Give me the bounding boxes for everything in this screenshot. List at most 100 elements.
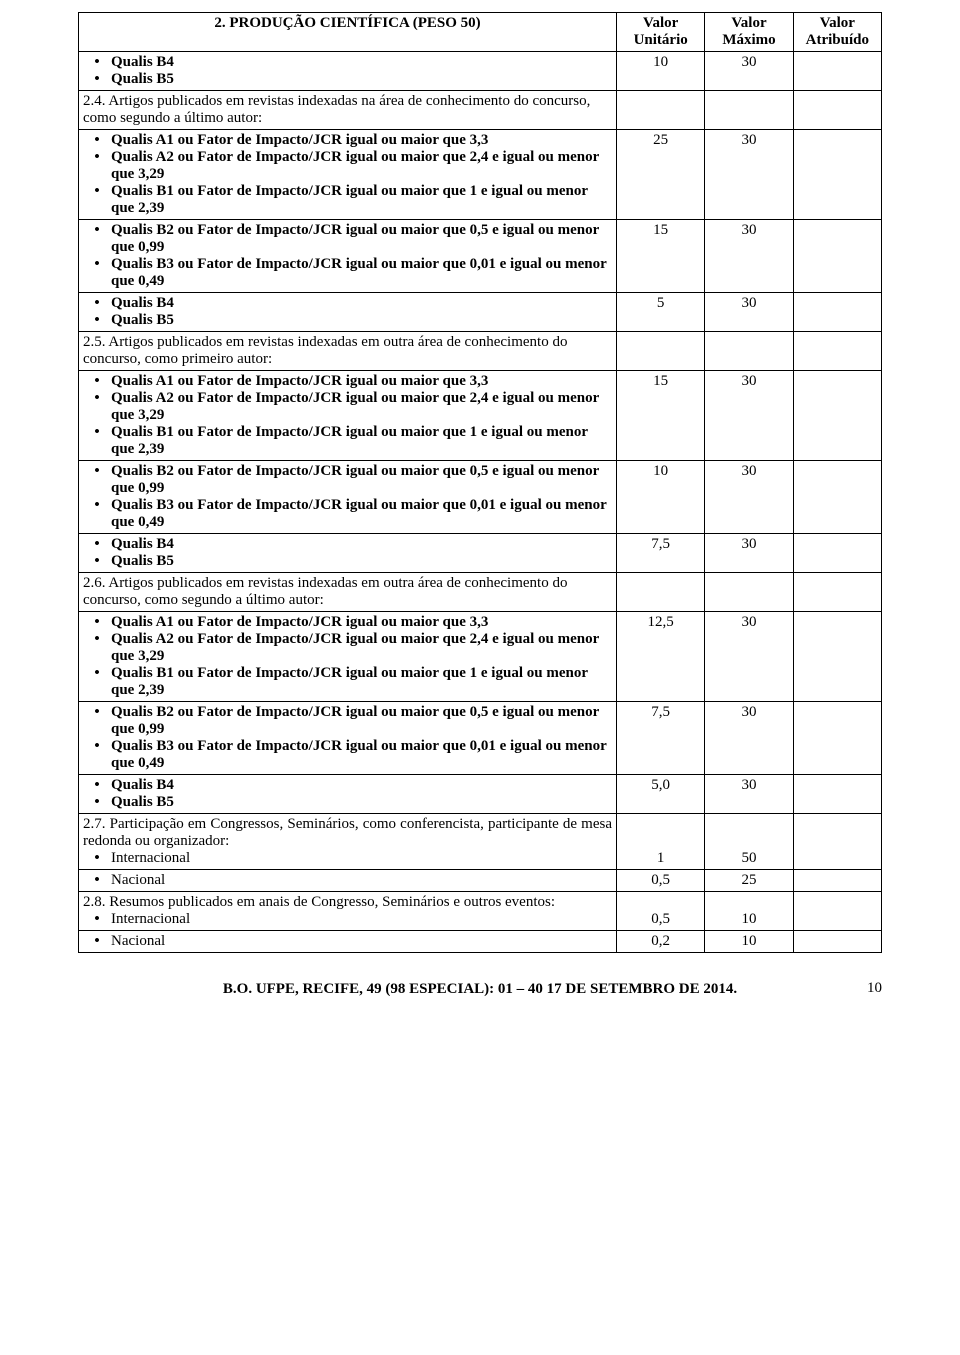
cell-val-atribuido: [793, 371, 881, 461]
table-row: •Qualis B2 ou Fator de Impacto/JCR igual…: [79, 220, 882, 293]
cell-val-atribuido: [793, 775, 881, 814]
cell-val-atribuido: [793, 220, 881, 293]
bullet-item: Qualis A2 ou Fator de Impacto/JCR igual …: [111, 390, 612, 424]
table-row: •Qualis B4 •Qualis B5 5 30: [79, 293, 882, 332]
bullet-b5: Qualis B5: [111, 553, 612, 570]
cell-text: •Qualis A1 ou Fator de Impacto/JCR igual…: [79, 130, 617, 220]
cell-text: 2.8. Resumos publicados em anais de Cong…: [79, 892, 617, 931]
cell-val-maximo: 10: [705, 931, 793, 953]
table-row: 2.5. Artigos publicados em revistas inde…: [79, 332, 882, 371]
table-row: 2.7. Participação em Congressos, Seminár…: [79, 814, 882, 870]
header-atribuido: ValorAtribuído: [793, 13, 881, 52]
bullet-item: Qualis B2 ou Fator de Impacto/JCR igual …: [111, 704, 612, 738]
cell-val-unitario: 15: [617, 220, 705, 293]
bullet-item: Qualis A2 ou Fator de Impacto/JCR igual …: [111, 631, 612, 665]
table-row: 2.4. Artigos publicados em revistas inde…: [79, 91, 882, 130]
bullet-b4: Qualis B4: [111, 295, 612, 312]
bullet-b5: Qualis B5: [111, 71, 612, 88]
cell-val-unitario: 10: [617, 461, 705, 534]
bullet-nac: Nacional: [111, 933, 612, 950]
bullet-item: Qualis B3 ou Fator de Impacto/JCR igual …: [111, 738, 612, 772]
table-row: 2.6. Artigos publicados em revistas inde…: [79, 573, 882, 612]
header-unitario: ValorUnitário: [617, 13, 705, 52]
cell-val-maximo: 30: [705, 130, 793, 220]
cell-val-maximo: 30: [705, 775, 793, 814]
table-row: •Qualis B2 ou Fator de Impacto/JCR igual…: [79, 702, 882, 775]
section-24-intro: 2.4. Artigos publicados em revistas inde…: [79, 91, 617, 130]
cell-val-maximo: 10: [705, 892, 793, 931]
cell-text: •Qualis B2 ou Fator de Impacto/JCR igual…: [79, 461, 617, 534]
bullet-item: Qualis A2 ou Fator de Impacto/JCR igual …: [111, 149, 612, 183]
bullet-item: Qualis B1 ou Fator de Impacto/JCR igual …: [111, 183, 612, 217]
cell-val-maximo: 30: [705, 461, 793, 534]
table-row: •Qualis A1 ou Fator de Impacto/JCR igual…: [79, 130, 882, 220]
table-row: •Nacional 0,2 10: [79, 931, 882, 953]
cell-val-atribuido: [793, 130, 881, 220]
table-row: •Qualis B4 •Qualis B5 5,0 30: [79, 775, 882, 814]
cell-val-atribuido: [793, 534, 881, 573]
cell-val-maximo: 30: [705, 220, 793, 293]
cell-text: •Qualis B4 •Qualis B5: [79, 775, 617, 814]
table-row: •Qualis B4 •Qualis B5 7,5 30: [79, 534, 882, 573]
cell-val-atribuido: [793, 461, 881, 534]
section-27-intro: 2.7. Participação em Congressos, Seminár…: [83, 816, 612, 850]
bullet-item: Qualis A1 ou Fator de Impacto/JCR igual …: [111, 373, 612, 390]
cell-val-unitario: 7,5: [617, 702, 705, 775]
bullet-intl: Internacional: [111, 911, 612, 928]
bullet-item: Qualis A1 ou Fator de Impacto/JCR igual …: [111, 132, 612, 149]
bullet-nac: Nacional: [111, 872, 612, 889]
header-maximo: ValorMáximo: [705, 13, 793, 52]
cell-val-unitario: 12,5: [617, 612, 705, 702]
cell-val-unitario: 0,5: [617, 870, 705, 892]
cell-text: •Qualis A1 ou Fator de Impacto/JCR igual…: [79, 371, 617, 461]
cell-val-atribuido: [793, 892, 881, 931]
bullet-b4: Qualis B4: [111, 54, 612, 71]
cell-val-maximo: 30: [705, 612, 793, 702]
table-row: •Qualis B4 •Qualis B5 10 30: [79, 52, 882, 91]
bullet-item: Qualis B1 ou Fator de Impacto/JCR igual …: [111, 424, 612, 458]
page-number: 10: [78, 980, 882, 997]
cell-val-unitario: 0,2: [617, 931, 705, 953]
cell-text: •Qualis B4 •Qualis B5: [79, 534, 617, 573]
cell-val-maximo: 30: [705, 52, 793, 91]
cell-val-unitario: 7,5: [617, 534, 705, 573]
cell-val-atribuido: [793, 293, 881, 332]
cell-val-atribuido: [793, 702, 881, 775]
cell-val-maximo: 50: [705, 814, 793, 870]
bullet-intl: Internacional: [111, 850, 612, 867]
header-title: 2. PRODUÇÃO CIENTÍFICA (PESO 50): [79, 13, 617, 52]
bullet-item: Qualis B2 ou Fator de Impacto/JCR igual …: [111, 222, 612, 256]
table-header-row: 2. PRODUÇÃO CIENTÍFICA (PESO 50) ValorUn…: [79, 13, 882, 52]
cell-val-unitario: 10: [617, 52, 705, 91]
cell-val-unitario: 5: [617, 293, 705, 332]
cell-val-unitario: 1: [617, 814, 705, 870]
cell-val-atribuido: [793, 870, 881, 892]
cell-val-atribuido: [793, 814, 881, 870]
cell-val-unitario: 5,0: [617, 775, 705, 814]
table-row: •Nacional 0,5 25: [79, 870, 882, 892]
cell-val-unitario: 15: [617, 371, 705, 461]
bullet-b5: Qualis B5: [111, 312, 612, 329]
bullet-b5: Qualis B5: [111, 794, 612, 811]
cell-val-maximo: 25: [705, 870, 793, 892]
cell-val-atribuido: [793, 931, 881, 953]
cell-text: •Qualis B2 ou Fator de Impacto/JCR igual…: [79, 702, 617, 775]
bullet-item: Qualis B3 ou Fator de Impacto/JCR igual …: [111, 497, 612, 531]
bullet-item: Qualis B2 ou Fator de Impacto/JCR igual …: [111, 463, 612, 497]
cell-val-maximo: 30: [705, 534, 793, 573]
section-28-intro: 2.8. Resumos publicados em anais de Cong…: [83, 894, 612, 911]
cell-val-unitario: 0,5: [617, 892, 705, 931]
bullet-item: Qualis A1 ou Fator de Impacto/JCR igual …: [111, 614, 612, 631]
cell-val-maximo: 30: [705, 293, 793, 332]
cell-val-unitario: 25: [617, 130, 705, 220]
table-row: •Qualis B2 ou Fator de Impacto/JCR igual…: [79, 461, 882, 534]
bullet-item: Qualis B1 ou Fator de Impacto/JCR igual …: [111, 665, 612, 699]
bullet-b4: Qualis B4: [111, 536, 612, 553]
table-row: •Qualis A1 ou Fator de Impacto/JCR igual…: [79, 371, 882, 461]
bullet-item: Qualis B3 ou Fator de Impacto/JCR igual …: [111, 256, 612, 290]
section-25-intro: 2.5. Artigos publicados em revistas inde…: [79, 332, 617, 371]
producao-cientifica-table: 2. PRODUÇÃO CIENTÍFICA (PESO 50) ValorUn…: [78, 12, 882, 953]
cell-text: •Nacional: [79, 870, 617, 892]
cell-text: •Qualis A1 ou Fator de Impacto/JCR igual…: [79, 612, 617, 702]
cell-val-atribuido: [793, 612, 881, 702]
